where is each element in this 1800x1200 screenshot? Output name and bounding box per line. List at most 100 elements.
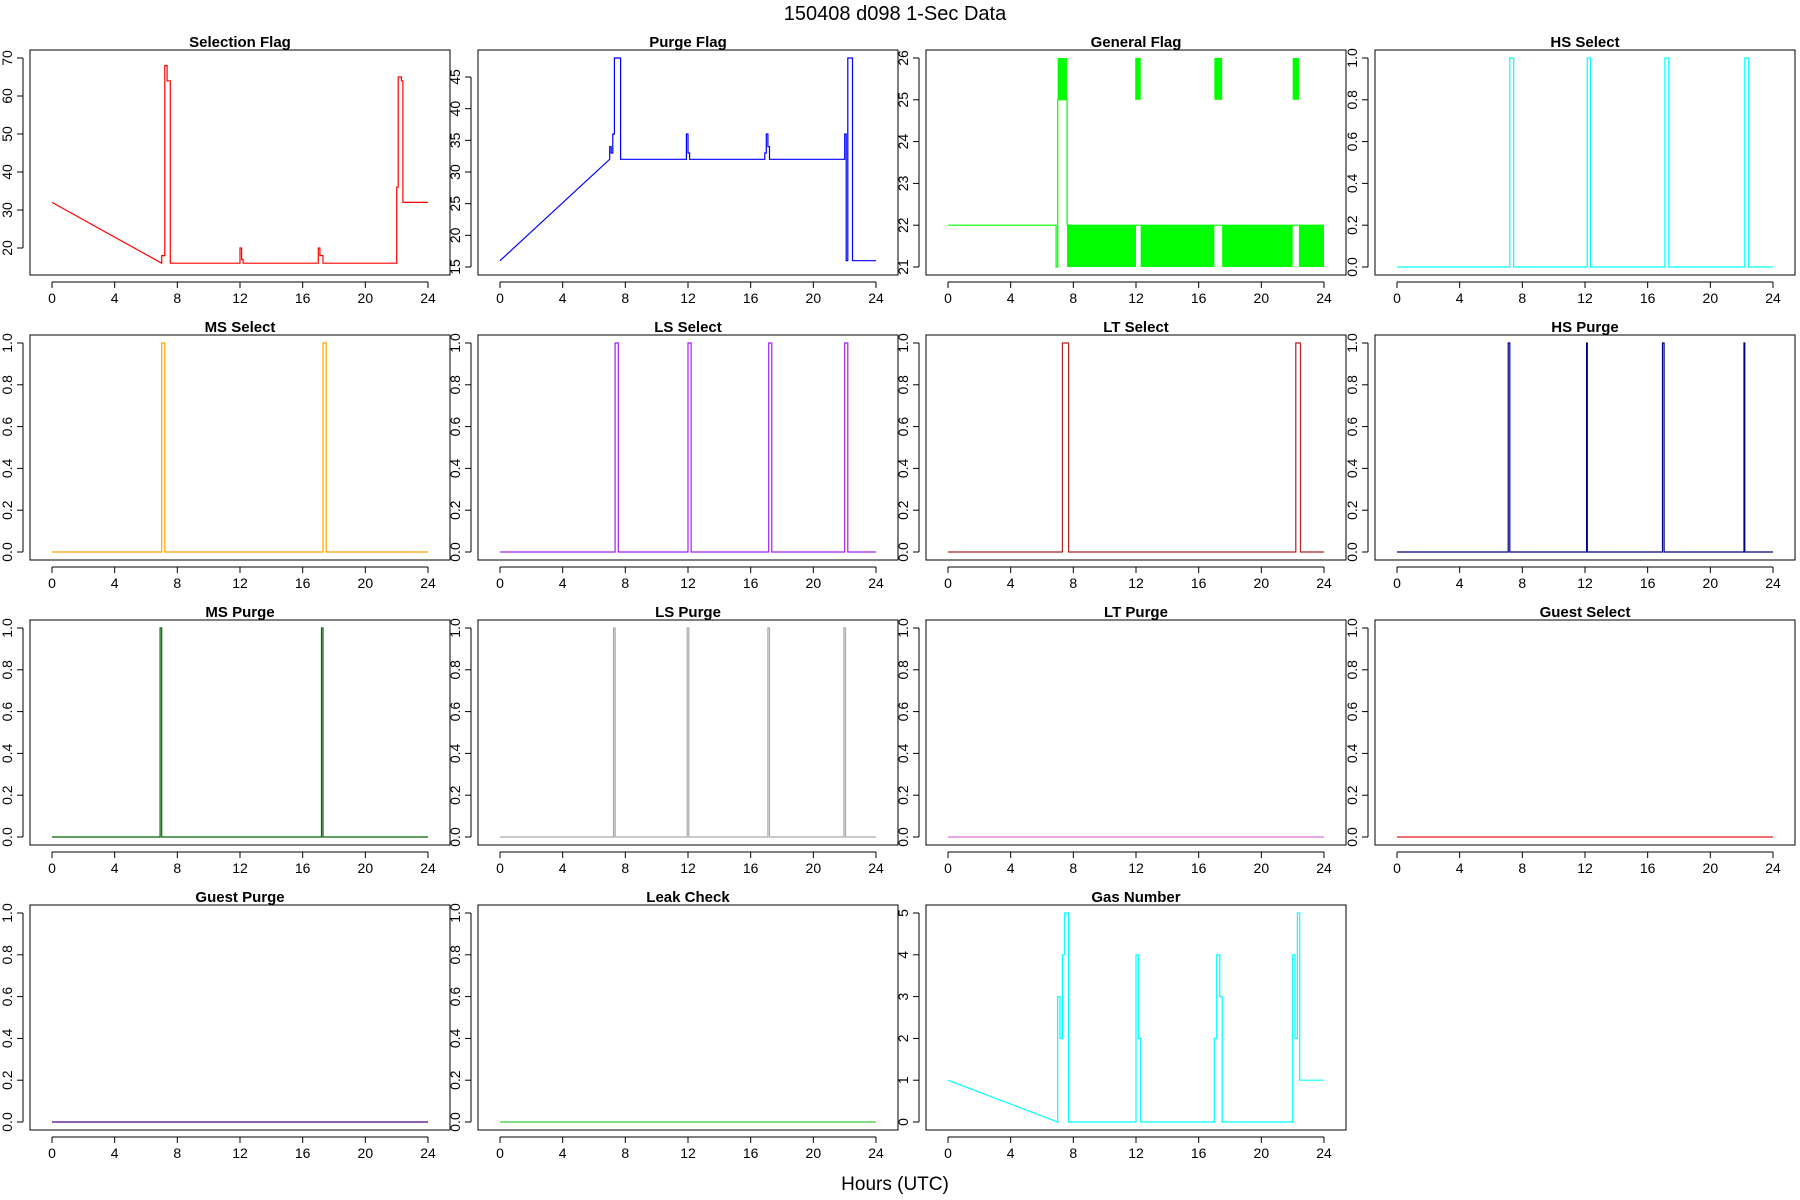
x-tick-label: 20 xyxy=(358,290,374,306)
y-tick-label: 0.4 xyxy=(447,743,463,763)
x-tick-label: 0 xyxy=(1393,290,1401,306)
y-tick-label: 4 xyxy=(895,951,911,959)
y-tick-label: 23 xyxy=(895,175,911,191)
y-tick-label: 0.2 xyxy=(0,1070,15,1090)
y-tick-label: 0.8 xyxy=(447,375,463,395)
y-tick-label: 0.8 xyxy=(0,660,15,680)
x-tick-label: 16 xyxy=(1640,575,1656,591)
x-tick-label: 4 xyxy=(111,860,119,876)
panel-leak-check: Leak Check 0 4 8 12 16 20 24 0.0 0.2 0.4 0.6 0.8 1.0 xyxy=(447,889,899,1161)
x-tick-label: 8 xyxy=(173,860,181,876)
y-tick-label: 0.4 xyxy=(1344,173,1360,193)
y-tick-label: 0.6 xyxy=(0,987,15,1007)
panel-guest-select: Guest Select 0 4 8 12 16 20 24 0.0 0.2 0.4 0.6 0.8 1.… xyxy=(1344,604,1796,876)
plot-frame xyxy=(477,619,899,846)
x-tick-label: 24 xyxy=(868,290,884,306)
x-tick-label: 20 xyxy=(806,575,822,591)
x-tick-label: 0 xyxy=(48,575,56,591)
plot-frame xyxy=(925,49,1347,276)
plot-frame xyxy=(29,904,451,1131)
x-tick-label: 8 xyxy=(173,575,181,591)
x-tick-label: 4 xyxy=(559,575,567,591)
x-tick-label: 8 xyxy=(1069,860,1077,876)
x-tick-label: 16 xyxy=(1640,860,1656,876)
y-tick-label: 3 xyxy=(895,992,911,1000)
series-line-ms-purge xyxy=(52,627,428,838)
x-tick-label: 16 xyxy=(1191,290,1207,306)
x-tick-label: 0 xyxy=(944,1145,952,1161)
y-tick-label: 40 xyxy=(0,164,15,180)
y-tick-label: 24 xyxy=(895,134,911,150)
y-tick-label: 0 xyxy=(895,1118,911,1126)
x-tick-label: 20 xyxy=(358,860,374,876)
x-tick-label: 4 xyxy=(1456,575,1464,591)
panel-lt-purge: LT Purge 0 4 8 12 16 20 24 0.0 0.2 0.4 0.6 0.8 1.0 xyxy=(895,604,1347,876)
x-tick-label: 8 xyxy=(1518,290,1526,306)
x-tick-label: 16 xyxy=(743,1145,759,1161)
panel-title: MS Purge xyxy=(205,604,274,621)
y-tick-label: 0.2 xyxy=(1344,215,1360,235)
panel-hs-select: HS Select 0 4 8 12 16 20 24 0.0 0.2 0.4 0.6 0.8 1.0 xyxy=(1344,34,1796,306)
series-line-selection-flag xyxy=(51,64,428,265)
panel-title: HS Select xyxy=(1550,34,1619,51)
y-tick-label: 70 xyxy=(0,50,15,66)
panel-title: LS Select xyxy=(654,319,722,336)
panel-guest-purge: Guest Purge 0 4 8 12 16 20 24 0.0 0.2 0.4 0.6 0.8 1.0 xyxy=(0,889,451,1161)
x-tick-label: 4 xyxy=(111,1145,119,1161)
x-tick-label: 16 xyxy=(1640,290,1656,306)
panel-title: HS Purge xyxy=(1551,319,1619,336)
y-tick-label: 0.8 xyxy=(0,375,15,395)
x-tick-label: 20 xyxy=(358,575,374,591)
x-tick-label: 24 xyxy=(1316,290,1332,306)
x-tick-label: 12 xyxy=(1128,290,1144,306)
x-tick-label: 16 xyxy=(743,290,759,306)
panel-general-flag: General Flag 0 4 8 12 16 20 24 21 22 23 24 25 26 xyxy=(895,34,1347,306)
y-tick-label: 0.4 xyxy=(0,458,15,478)
x-tick-label: 0 xyxy=(944,860,952,876)
y-tick-label: 0.2 xyxy=(0,785,15,805)
y-tick-label: 0.6 xyxy=(1344,702,1360,722)
y-tick-label: 0.8 xyxy=(895,660,911,680)
x-tick-label: 0 xyxy=(496,575,504,591)
y-tick-label: 0.0 xyxy=(895,827,911,847)
x-tick-label: 0 xyxy=(1393,860,1401,876)
x-tick-label: 0 xyxy=(48,1145,56,1161)
series-line-general-flag xyxy=(948,99,1324,268)
x-tick-label: 4 xyxy=(111,575,119,591)
y-tick-label: 0.6 xyxy=(895,702,911,722)
y-tick-label: 1.0 xyxy=(447,618,463,638)
x-tick-label: 24 xyxy=(420,1145,436,1161)
plot-frame xyxy=(29,49,451,276)
y-tick-label: 0.8 xyxy=(0,945,15,965)
panel-ms-purge: MS Purge 0 4 8 12 16 20 24 0.0 0.2 0.4 0.6 0.8 1.0 xyxy=(0,604,451,876)
x-tick-label: 20 xyxy=(1254,1145,1270,1161)
x-tick-label: 8 xyxy=(621,1145,629,1161)
y-tick-label: 0.4 xyxy=(447,1028,463,1048)
y-tick-label: 0.8 xyxy=(1344,660,1360,680)
x-tick-label: 8 xyxy=(621,290,629,306)
x-tick-label: 24 xyxy=(1765,575,1781,591)
series-line-hs-select xyxy=(1397,57,1773,268)
x-tick-label: 20 xyxy=(806,1145,822,1161)
y-tick-label: 22 xyxy=(895,217,911,233)
y-tick-label: 0.0 xyxy=(0,1112,15,1132)
series-line-gas-number xyxy=(947,912,1324,1123)
y-tick-label: 0.4 xyxy=(1344,458,1360,478)
x-tick-label: 8 xyxy=(1518,860,1526,876)
y-tick-label: 15 xyxy=(447,259,463,275)
x-tick-label: 24 xyxy=(868,1145,884,1161)
x-tick-label: 20 xyxy=(1703,290,1719,306)
y-tick-label: 0.6 xyxy=(1344,417,1360,437)
y-tick-label: 25 xyxy=(447,196,463,212)
band-fill xyxy=(1222,225,1293,267)
y-tick-label: 0.0 xyxy=(0,827,15,847)
x-tick-label: 24 xyxy=(420,575,436,591)
panel-hs-purge: HS Purge 0 4 8 12 16 20 24 0.0 0.2 0.4 0.6 0.8 1.0 xyxy=(1344,319,1796,591)
x-tick-label: 20 xyxy=(1254,290,1270,306)
x-tick-label: 4 xyxy=(559,860,567,876)
plot-frame xyxy=(925,334,1347,561)
x-tick-label: 24 xyxy=(1765,860,1781,876)
x-tick-label: 8 xyxy=(621,860,629,876)
y-tick-label: 1.0 xyxy=(0,618,15,638)
